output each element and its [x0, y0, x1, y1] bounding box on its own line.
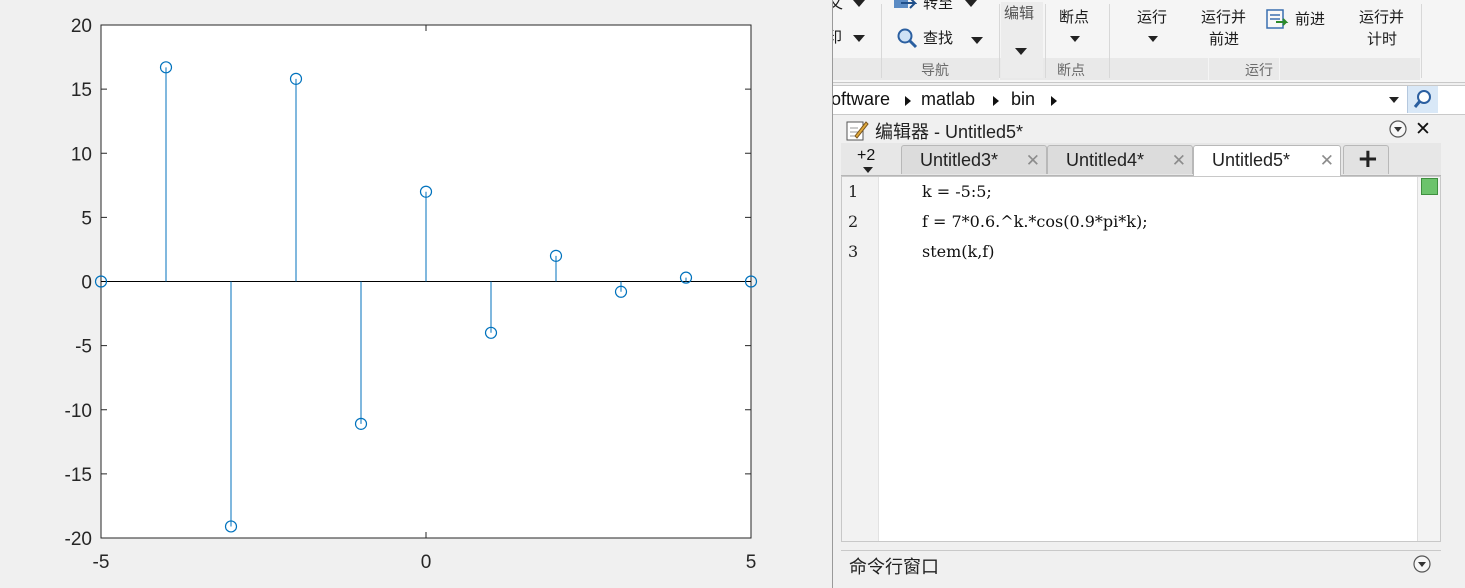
- stem-marker: [549, 249, 563, 262]
- code-analyzer-bar[interactable]: [1417, 177, 1440, 541]
- stem-marker: [744, 275, 758, 288]
- x-tick-label: 0: [421, 552, 432, 573]
- line-number: 3: [848, 242, 859, 261]
- editor-pencil-icon: [846, 121, 869, 141]
- tab-untitled5[interactable]: Untitled5* ✕: [1193, 145, 1341, 176]
- editor-ribbon: 文 印 转至 查找 导航 编辑: [833, 0, 1465, 83]
- x-tick-label: 5: [746, 552, 757, 573]
- tab-untitled4[interactable]: Untitled4* ✕: [1047, 145, 1193, 174]
- x-tick-label: -5: [93, 552, 110, 573]
- matlab-desktop: 文 印 转至 查找 导航 编辑: [832, 0, 1465, 588]
- search-icon: [1413, 90, 1431, 108]
- close-icon[interactable]: ✕: [1025, 151, 1040, 171]
- command-window-title: 命令行窗口: [849, 557, 939, 577]
- advance-icon: [1266, 9, 1289, 29]
- chevron-down-icon[interactable]: [853, 35, 865, 42]
- advance-button[interactable]: 前进: [1265, 8, 1335, 34]
- stem-marker: [354, 417, 368, 430]
- group-navigate-label: 导航: [921, 62, 949, 78]
- chevron-down-icon[interactable]: [853, 0, 865, 7]
- path-segment[interactable]: bin: [1011, 89, 1036, 109]
- line-number: 2: [848, 212, 859, 231]
- breakpoints-button[interactable]: 断点: [1051, 4, 1105, 54]
- new-tab-button[interactable]: +: [1343, 144, 1389, 174]
- chevron-down-icon: [965, 0, 977, 7]
- partial-ribbon-item-2[interactable]: 印: [833, 28, 842, 48]
- stem-marker: [679, 271, 693, 284]
- y-tick-label: -15: [65, 465, 92, 486]
- stem-marker: [94, 275, 108, 288]
- chevron-down-icon: [863, 167, 873, 173]
- stem-marker: [484, 326, 498, 339]
- command-window-header: 命令行窗口: [841, 550, 1441, 588]
- close-icon[interactable]: ✕: [1415, 118, 1431, 140]
- stem-marker: [289, 72, 303, 85]
- y-tick-label: -10: [65, 401, 92, 422]
- stem-marker: [224, 520, 238, 533]
- editor-tabbar: +2 Untitled3* ✕ Untitled4* ✕ Untitled5* …: [841, 143, 1441, 176]
- chevron-down-icon: [971, 37, 983, 44]
- tab-untitled3[interactable]: Untitled3* ✕: [901, 145, 1047, 174]
- path-segment[interactable]: matlab: [921, 89, 976, 109]
- editor-title-text: 编辑器 - Untitled5*: [875, 122, 1024, 142]
- y-tick-label: 10: [71, 144, 92, 165]
- y-tick-label: 5: [81, 208, 92, 229]
- run-and-advance-button[interactable]: 运行并 前进: [1201, 9, 1247, 48]
- run-and-time-button[interactable]: 运行并 计时: [1359, 9, 1405, 48]
- goto-arrow-icon: [894, 0, 917, 9]
- group-run-label: 运行: [1245, 62, 1273, 78]
- figure-window: -20 -15 -10 -5 0 5 10 15 20 -5 0 5: [64, 16, 758, 573]
- editor-titlebar: 编辑器 - Untitled5* ✕: [841, 116, 1441, 142]
- line-number-gutter: 1 2 3: [842, 177, 879, 541]
- close-icon[interactable]: ✕: [1319, 151, 1334, 171]
- panel-actions-icon[interactable]: [1389, 120, 1409, 140]
- chevron-right-icon[interactable]: [993, 96, 999, 106]
- chevron-right-icon[interactable]: [1051, 96, 1057, 106]
- code-line[interactable]: stem(k,f): [922, 242, 995, 261]
- y-tick-label: 20: [71, 16, 92, 37]
- group-breakpoints-label: 断点: [1057, 62, 1085, 78]
- close-icon[interactable]: ✕: [1171, 151, 1186, 171]
- stem-plot: -20 -15 -10 -5 0 5 10 15 20 -5 0 5: [65, 16, 758, 573]
- code-ok-indicator[interactable]: [1421, 178, 1438, 195]
- search-folder-button[interactable]: [1407, 86, 1438, 113]
- address-history-dropdown-icon[interactable]: [1389, 97, 1399, 103]
- stem-marker: [159, 61, 173, 74]
- code-line[interactable]: f = 7*0.6.^k.*cos(0.9*pi*k);: [922, 212, 1148, 231]
- chevron-down-icon: [1070, 36, 1080, 42]
- code-line[interactable]: k = -5:5;: [922, 182, 992, 201]
- code-editor[interactable]: 1 2 3 k = -5:5; f = 7*0.6.^k.*cos(0.9*pi…: [841, 176, 1441, 542]
- y-tick-label: -20: [65, 529, 92, 550]
- address-bar[interactable]: oftware matlab bin: [833, 85, 1465, 115]
- edit-button[interactable]: 编辑: [1001, 2, 1043, 78]
- line-number: 1: [848, 182, 859, 201]
- run-button[interactable]: 运行: [1129, 4, 1175, 54]
- stem-marker: [614, 285, 628, 298]
- goto-button[interactable]: 转至: [891, 0, 987, 16]
- find-button[interactable]: 查找: [891, 27, 991, 51]
- path-segment[interactable]: oftware: [832, 89, 891, 109]
- magnifier-icon: [897, 28, 918, 49]
- panel-actions-icon[interactable]: [1413, 555, 1433, 575]
- y-tick-label: 15: [71, 80, 92, 101]
- stem-marker: [419, 185, 433, 198]
- partial-ribbon-item-1[interactable]: 文: [833, 0, 843, 14]
- y-tick-label: 0: [81, 273, 92, 294]
- y-tick-label: -5: [75, 337, 92, 358]
- chevron-down-icon: [1015, 48, 1027, 55]
- overflow-tabs-button[interactable]: +2: [849, 147, 889, 173]
- chevron-right-icon[interactable]: [905, 96, 911, 106]
- chevron-down-icon: [1148, 36, 1158, 42]
